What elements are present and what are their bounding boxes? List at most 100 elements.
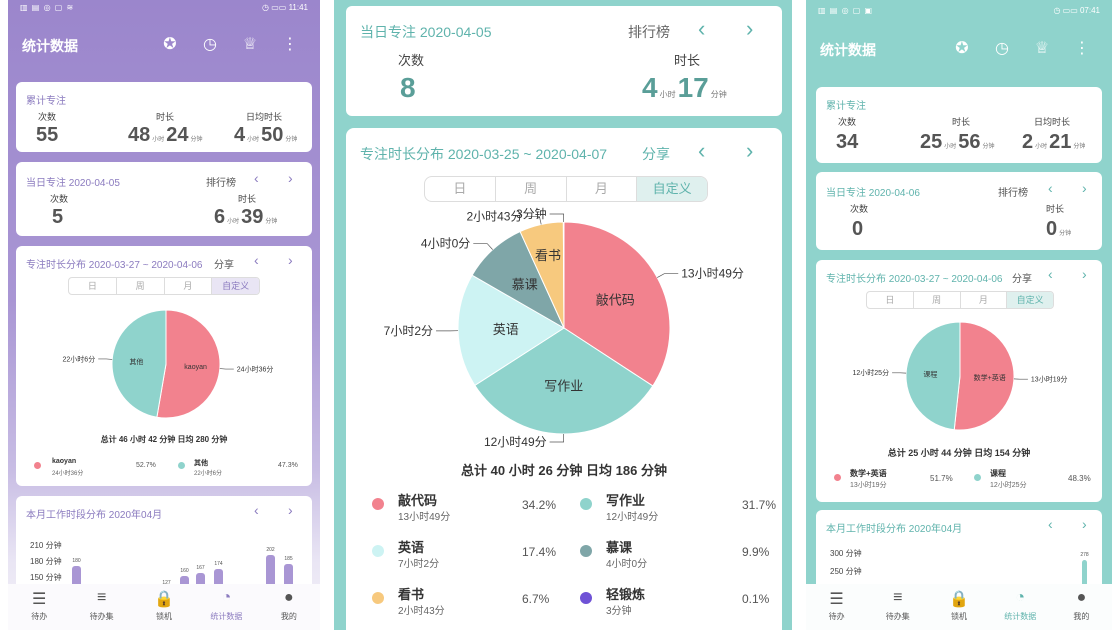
pie-leader-line [525,216,542,225]
ranking-link[interactable]: 排行榜 [998,188,1028,199]
tab-day[interactable]: 日 [425,177,496,201]
legend: 敲代码 13小时49分 34.2% 写作业 12小时49分 31.7% 英语 7小时2分 17.… [346,486,782,626]
next-range-button[interactable]: › [746,138,754,163]
duration-label: 时长 [952,117,971,127]
clock-icon[interactable]: ◷ [995,40,1009,57]
nav-me[interactable]: ● 我的 [1051,584,1112,630]
tab-day[interactable]: 日 [69,278,117,294]
nav-lock[interactable]: 🔒 锁机 [133,584,195,630]
todo-set-icon: ≡ [96,589,107,606]
legend-dot [178,462,185,469]
distribution-summary: 总计 46 小时 42 分钟 日均 280 分钟 [100,435,228,444]
nav-label: 待办 [828,612,845,621]
prev-day-button[interactable]: ‹ [1048,180,1053,196]
legend-name: 写作业 [606,493,646,508]
pie-slice [156,309,221,419]
next-day-button[interactable]: › [746,16,754,41]
medal-icon[interactable]: ✪ [163,36,177,53]
tab-custom[interactable]: 自定义 [212,278,259,294]
tab-month[interactable]: 月 [567,177,638,201]
share-link[interactable]: 分享 [214,260,234,271]
tab-week[interactable]: 周 [914,292,961,308]
nav-me[interactable]: ● 我的 [258,584,320,630]
legend-percent: 6.7% [522,592,550,606]
bar-value-label: 127 [162,580,171,586]
tab-month[interactable]: 月 [961,292,1008,308]
legend-time: 12小时25分 [990,482,1027,489]
next-range-button[interactable]: › [1082,266,1087,282]
legend-name: 课程 [990,469,1006,478]
next-month-button[interactable]: › [288,502,293,518]
nav-todo-set[interactable]: ≡ 待办集 [70,584,132,630]
bar-value-label: 174 [214,561,223,568]
bar [214,569,223,592]
distribution-summary: 总计 40 小时 26 分钟 日均 186 分钟 [461,463,667,478]
legend-percent: 52.7% [136,462,156,469]
today-title: 当日专注 2020-04-06 [826,188,920,199]
share-link[interactable]: 分享 [642,146,670,162]
nav-label: 统计数据 [210,612,243,621]
tab-custom[interactable]: 自定义 [637,177,707,201]
next-day-button[interactable]: › [288,170,293,186]
todo-icon: ☰ [32,591,47,608]
ranking-link[interactable]: 排行榜 [628,24,670,40]
today-card: 当日专注 2020-04-05 排行榜 ‹ › 次数 8 时长 4 小时17 分钟 [346,6,782,116]
cumulative-card: 累计专注 次数 55 时长 48 小时 24 分钟 日均时长 4 小时 50 分钟 [16,82,312,152]
pie-icon: ◔ [1015,589,1026,606]
prev-range-button[interactable]: ‹ [698,138,706,163]
prev-month-button[interactable]: ‹ [1048,516,1053,532]
pie-slice-label: 慕课 [512,277,538,292]
medal-icon[interactable]: ✪ [955,40,969,57]
next-range-button[interactable]: › [288,252,293,268]
nav-todo[interactable]: ☰ 待办 [806,584,867,630]
cumulative-card: 累计专注 次数 34 时长 25 小时 56 分钟 日均时长 2 小时 21 分钟 [816,87,1102,163]
more-vert-icon[interactable]: ⋮ [282,36,298,53]
tab-day[interactable]: 日 [867,292,914,308]
trophy-icon[interactable]: ♕ [1034,40,1050,57]
tab-week[interactable]: 周 [117,278,165,294]
nav-label: 我的 [280,612,297,621]
prev-day-button[interactable]: ‹ [254,170,259,186]
next-day-button[interactable]: › [1082,180,1087,196]
pie-slice-label: 英语 [493,322,519,337]
pie-value-label: 13小时49分 [681,267,744,281]
nav-lock[interactable]: 🔒 锁机 [928,584,989,630]
tab-month[interactable]: 月 [165,278,213,294]
prev-range-button[interactable]: ‹ [1048,266,1053,282]
distribution-summary: 总计 25 小时 44 分钟 日均 154 分钟 [887,448,1031,458]
nav-statistics[interactable]: ◔ 统计数据 [990,584,1051,630]
legend-time: 22小时6分 [194,471,223,477]
next-month-button[interactable]: › [1082,516,1087,532]
pie-slice [474,327,654,435]
pie-slice [111,309,167,418]
todo-icon: ☰ [829,591,844,608]
pie-leader-line [219,368,234,370]
legend-time: 2小时43分 [398,606,445,617]
y-tick: 300 分钟 [830,549,862,558]
bar [1082,559,1087,596]
status-icons-left: ▥ ▤ ◎ ▢ ▣ [818,6,874,15]
tab-custom[interactable]: 自定义 [1007,292,1053,308]
tab-week[interactable]: 周 [496,177,567,201]
ranking-link[interactable]: 排行榜 [206,178,236,189]
prev-day-button[interactable]: ‹ [698,16,706,41]
today-card: 当日专注 2020-04-05 排行榜 ‹ › 次数 5 时长 6 小时 39 分钟 [16,162,312,236]
range-tabs: 日 周 月 自定义 [866,291,1054,309]
trophy-icon[interactable]: ♕ [242,36,258,53]
person-icon: ● [283,589,294,606]
legend-percent: 34.2% [522,498,557,512]
count-value: 5 [52,206,64,228]
prev-range-button[interactable]: ‹ [254,252,259,268]
clock-icon[interactable]: ◷ [203,36,217,53]
nav-label: 待办集 [885,612,910,621]
prev-month-button[interactable]: ‹ [254,502,259,518]
legend-time: 12小时49分 [606,512,659,523]
more-vert-icon[interactable]: ⋮ [1074,40,1090,57]
nav-todo-set[interactable]: ≡ 待办集 [867,584,928,630]
share-link[interactable]: 分享 [1012,274,1032,285]
lock-icon: 🔒 [154,591,174,608]
nav-statistics[interactable]: ◔ 统计数据 [195,584,257,630]
pie-slice-label: 课程 [923,370,937,379]
nav-todo[interactable]: ☰ 待办 [8,584,70,630]
